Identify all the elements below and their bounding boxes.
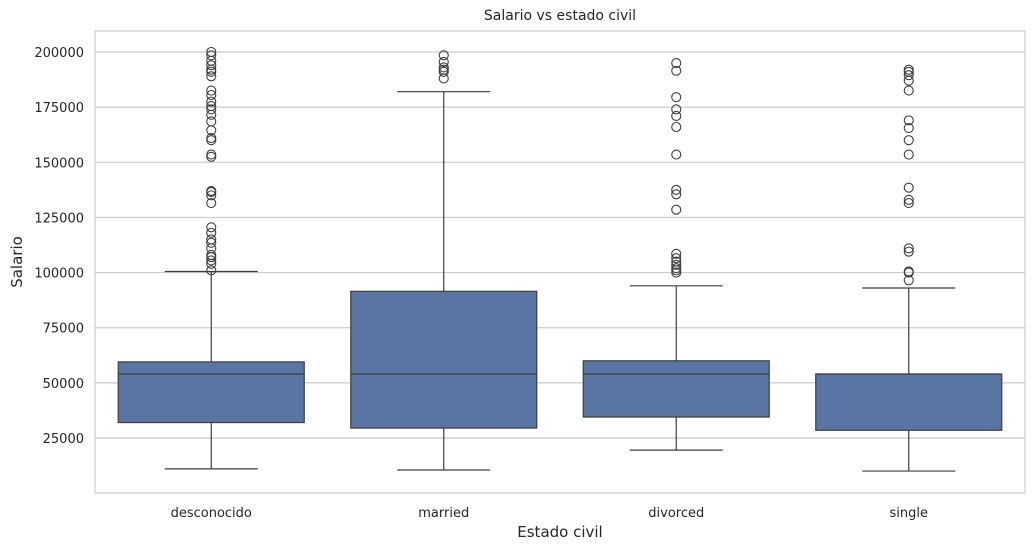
outlier-point (671, 248, 682, 259)
outlier-point (206, 116, 217, 127)
y-tick-label: 50000 (43, 377, 84, 392)
outlier-point (438, 50, 449, 61)
outlier-point (206, 104, 217, 115)
outlier-point (903, 123, 914, 134)
y-tick-label: 25000 (43, 432, 84, 447)
chart-title: Salario vs estado civil (484, 8, 636, 24)
outlier-point (671, 184, 682, 195)
outlier-point (206, 60, 217, 71)
outlier-point (671, 253, 682, 264)
y-tick-label: 125000 (34, 211, 84, 226)
outlier-point (671, 189, 682, 200)
outlier-point (903, 246, 914, 257)
outlier-point (903, 266, 914, 277)
outlier-point (903, 182, 914, 193)
outlier-point (903, 85, 914, 96)
outlier-point (206, 222, 217, 233)
outlier-point (206, 249, 217, 260)
outlier-point (671, 149, 682, 160)
boxes (117, 46, 1003, 472)
outlier-point (671, 121, 682, 133)
outlier-point (903, 194, 914, 205)
outlier-point (671, 65, 682, 76)
outlier-point (671, 259, 682, 270)
outlier-point (206, 96, 217, 107)
outlier-point (671, 57, 682, 69)
tick-labels: 25000 50000 75000 100000 125000 150000 175000 2… (34, 46, 928, 521)
x-tick-label: married (418, 506, 469, 521)
outlier-point (206, 71, 217, 82)
outlier-point (903, 198, 914, 209)
outlier-point (903, 64, 914, 75)
box-iqr (582, 360, 770, 418)
outlier-point (206, 237, 217, 248)
outlier-point (671, 256, 682, 267)
outlier-point (903, 135, 914, 146)
outlier-point (206, 190, 217, 201)
outlier-point (438, 56, 449, 67)
outlier-point (671, 110, 682, 122)
outlier-point (671, 263, 682, 274)
outlier-point (206, 89, 217, 101)
x-tick-label: divorced (648, 506, 704, 521)
outlier-point (903, 149, 914, 160)
outlier-point (671, 204, 682, 215)
outlier-point (206, 46, 217, 58)
outlier-point (671, 92, 682, 103)
outlier-point (438, 62, 449, 73)
outlier-point (206, 234, 217, 245)
outlier-point (206, 265, 217, 276)
y-axis-label: Salario (8, 236, 26, 288)
box-desconocido (117, 46, 305, 470)
outlier-point (206, 85, 217, 96)
outlier-point (903, 115, 914, 126)
y-tick-label: 100000 (34, 267, 84, 282)
x-tick-label: single (890, 506, 929, 521)
y-tick-label: 150000 (34, 156, 84, 171)
box-single (815, 64, 1003, 472)
x-axis-label: Estado civil (517, 523, 602, 541)
outlier-point (206, 255, 217, 266)
y-tick-label: 200000 (34, 46, 84, 61)
outlier-point (206, 100, 217, 112)
box-divorced (582, 57, 770, 451)
outlier-point (206, 149, 217, 160)
outlier-point (206, 227, 217, 238)
box-iqr (350, 290, 538, 429)
outlier-point (206, 198, 217, 209)
outlier-point (206, 132, 217, 144)
outlier-point (671, 104, 682, 115)
outlier-point (206, 50, 217, 61)
outlier-point (903, 243, 914, 254)
x-tick-label: desconocido (171, 506, 252, 521)
box-married (350, 50, 538, 471)
y-tick-label: 75000 (43, 322, 84, 337)
box-iqr (815, 373, 1003, 431)
outlier-point (206, 185, 217, 197)
box-iqr (117, 361, 305, 424)
outlier-point (903, 70, 914, 81)
y-tick-label: 175000 (34, 101, 84, 116)
